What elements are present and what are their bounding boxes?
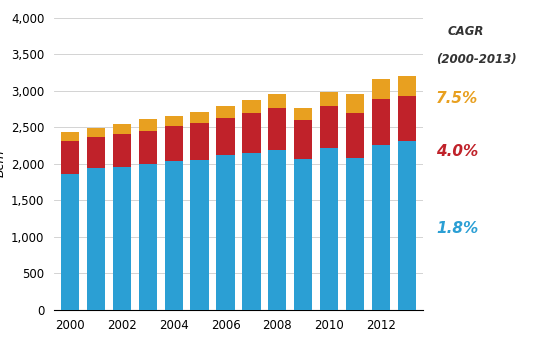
Bar	[294, 158, 312, 310]
Bar	[216, 155, 235, 310]
Text: 7.5%: 7.5%	[436, 91, 479, 106]
Bar	[190, 123, 209, 160]
Bar	[87, 137, 105, 168]
Bar	[372, 99, 390, 145]
Bar	[139, 131, 157, 164]
Bar	[320, 92, 338, 106]
Bar	[398, 76, 416, 96]
Text: (2000-2013): (2000-2013)	[436, 53, 517, 66]
Bar	[346, 158, 364, 310]
Text: 4.0%: 4.0%	[436, 144, 479, 159]
Bar	[165, 126, 183, 161]
Bar	[372, 145, 390, 310]
Bar	[320, 147, 338, 310]
Bar	[87, 168, 105, 310]
Bar	[216, 118, 235, 155]
Bar	[113, 124, 131, 134]
Bar	[139, 164, 157, 310]
Bar	[268, 94, 287, 108]
Bar	[242, 113, 261, 153]
Text: 1.8%: 1.8%	[436, 221, 479, 236]
Bar	[61, 174, 79, 310]
Bar	[346, 113, 364, 158]
Bar	[294, 108, 312, 120]
Bar	[165, 161, 183, 310]
Bar	[268, 150, 287, 310]
Bar	[113, 134, 131, 167]
Bar	[242, 153, 261, 310]
Bar	[320, 106, 338, 147]
Bar	[190, 112, 209, 123]
Bar	[398, 96, 416, 141]
Bar	[61, 132, 79, 141]
Bar	[139, 119, 157, 131]
Bar	[113, 167, 131, 310]
Bar	[61, 141, 79, 174]
Bar	[190, 160, 209, 310]
Bar	[242, 100, 261, 113]
Y-axis label: Bcm: Bcm	[0, 150, 7, 177]
Bar	[294, 120, 312, 158]
Text: CAGR: CAGR	[447, 25, 483, 38]
Legend: LNG, Pipeline, Consumed where produced: LNG, Pipeline, Consumed where produced	[75, 348, 402, 352]
Bar	[268, 108, 287, 150]
Bar	[87, 127, 105, 137]
Bar	[372, 79, 390, 99]
Bar	[398, 141, 416, 310]
Bar	[216, 106, 235, 118]
Bar	[165, 116, 183, 126]
Bar	[346, 94, 364, 113]
